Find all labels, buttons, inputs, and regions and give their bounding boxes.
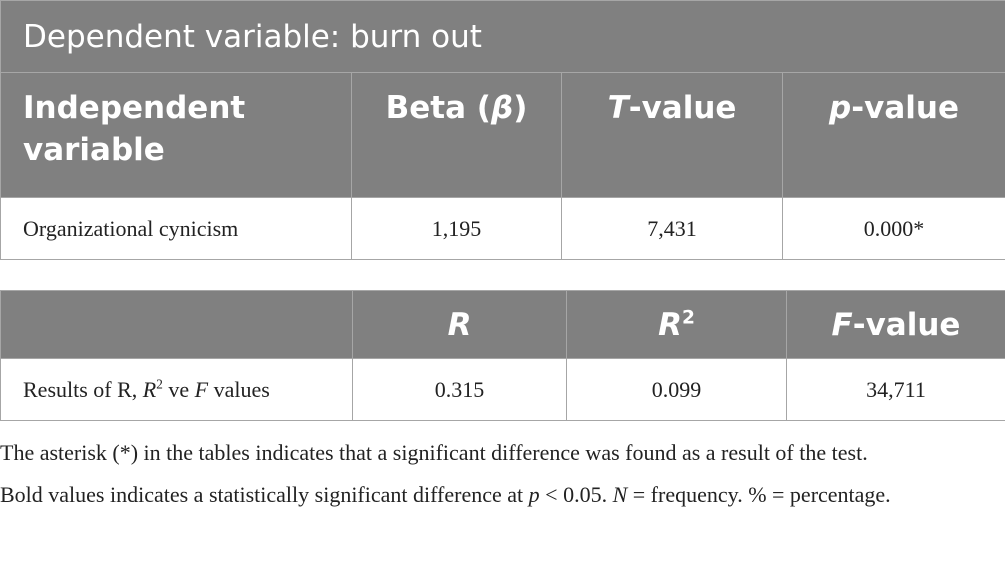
label-symbol: R	[142, 376, 157, 402]
header-cell: R	[352, 290, 567, 359]
header-cell: T-value	[561, 72, 783, 198]
row-label: Organizational cynicism	[0, 197, 352, 260]
header-cell: Independent variable	[0, 72, 352, 198]
header-cell: Beta (β)	[351, 72, 562, 198]
header-superscript: 2	[681, 307, 695, 329]
header-text: -value	[628, 90, 737, 126]
header-row: R R2 F-value	[0, 290, 1005, 359]
cell: 0.000*	[781, 197, 1005, 260]
header-symbol: p	[829, 90, 852, 126]
data-row: Results of R, R2 ve F values 0.315 0.099…	[0, 358, 1005, 421]
label-symbol: F	[194, 376, 209, 402]
header-row: Independent variable Beta (β) T-value p-…	[0, 72, 1005, 198]
header-symbol: F	[831, 306, 853, 343]
header-symbol: T	[607, 90, 629, 126]
header-text: -value	[852, 306, 961, 343]
header-cell: F-value	[786, 290, 1005, 359]
table-title: Dependent variable: burn out	[0, 0, 1005, 73]
header-text: Independent variable	[23, 90, 246, 168]
header-symbol: β	[490, 90, 514, 126]
header-text: )	[513, 90, 528, 126]
header-cell	[0, 290, 353, 359]
fit-table: R R2 F-value Results of R, R2 ve F value…	[0, 290, 1005, 421]
header-cell: R2	[566, 290, 787, 359]
cell: 0.099	[566, 358, 787, 421]
note-text: = frequency. % = percentage.	[627, 482, 891, 507]
header-symbol: R	[658, 306, 682, 343]
footnote: Bold values indicates a statistically si…	[0, 480, 1005, 510]
cell: 0.315	[352, 358, 567, 421]
header-text: Beta (	[385, 90, 491, 126]
label-text: Results of R,	[23, 376, 143, 402]
note-symbol: N	[612, 482, 628, 507]
header-text: -value	[851, 90, 959, 126]
label-superscript: 2	[156, 376, 163, 392]
label-text: values	[208, 376, 270, 402]
row-label: Results of R, R2 ve F values	[0, 358, 353, 421]
cell: 1,195	[351, 197, 562, 260]
note-symbol: p	[528, 482, 540, 507]
regression-table: Dependent variable: burn out Independent…	[0, 0, 1005, 260]
header-symbol: R	[447, 306, 472, 343]
footnote: The asterisk (*) in the tables indicates…	[0, 438, 1005, 468]
footnotes: The asterisk (*) in the tables indicates…	[0, 438, 1005, 510]
note-text: The asterisk (*) in the tables indicates…	[0, 440, 868, 465]
header-cell: p-value	[781, 72, 1005, 198]
note-text: Bold values indicates a statistically si…	[0, 482, 529, 507]
label-text: ve	[162, 376, 195, 402]
cell: 7,431	[561, 197, 783, 260]
data-row: Organizational cynicism 1,195 7,431 0.00…	[0, 197, 1005, 260]
title-row: Dependent variable: burn out	[0, 0, 1005, 73]
note-text: < 0.05.	[539, 482, 613, 507]
cell: 34,711	[786, 358, 1005, 421]
